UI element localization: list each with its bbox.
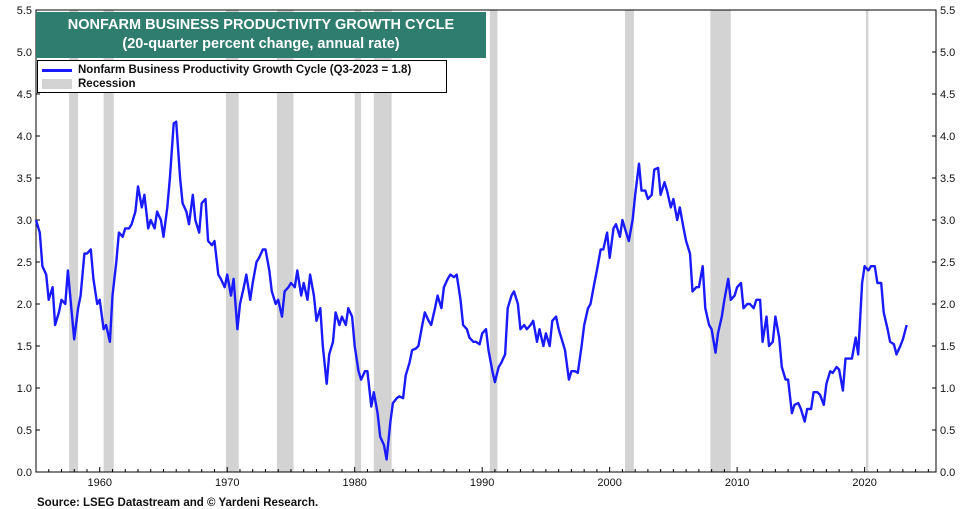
y-tick-label-left: 1.5 [17,341,32,353]
x-tick-label: 1970 [215,477,239,489]
y-tick-label-left: 0.5 [17,425,32,437]
chart-subtitle: (20-quarter percent change, annual rate) [122,36,400,52]
y-tick-label-right: 0.5 [940,425,955,437]
plot-frame [35,9,937,473]
y-tick-label-right: 4.0 [940,131,955,143]
legend-entry-recession: Recession [42,77,136,91]
x-tick-label: 1990 [470,477,494,489]
y-tick-label-left: 0.0 [17,467,32,479]
productivity-series-line [34,120,908,461]
recession-band [276,10,294,472]
y-tick-label-left: 1.0 [17,383,32,395]
recession-band [710,10,731,472]
chart-title: NONFARM BUSINESS PRODUCTIVITY GROWTH CYC… [67,17,455,33]
source-note: Source: LSEG Datastream and © Yardeni Re… [37,497,319,509]
y-tick-label-right: 3.0 [940,215,955,227]
y-tick-label-right: 2.5 [940,257,955,269]
legend-entry-series: Nonfarm Business Productivity Growth Cyc… [42,63,411,77]
series-layer [34,120,908,461]
recession-band [865,10,869,472]
legend-recession-swatch [42,79,72,89]
y-tick-label-right: 5.5 [940,5,955,17]
y-tick-label-left: 5.0 [17,47,32,59]
y-tick-label-left: 2.5 [17,257,32,269]
x-tick-label: 2010 [725,477,749,489]
x-tick-label: 1960 [87,477,111,489]
y-tick-label-left: 4.0 [17,131,32,143]
y-tick-label-left: 3.5 [17,173,32,185]
legend-line-swatch [42,68,72,72]
x-tick-label: 2020 [852,477,876,489]
recession-band [225,10,239,472]
y-tick-label-right: 1.5 [940,341,955,353]
x-tick-label: 2000 [597,477,621,489]
y-tick-label-left: 3.0 [17,215,32,227]
recession-band [373,10,392,472]
legend-recession-label: Recession [78,78,136,90]
recession-band [103,10,114,472]
y-tick-label-right: 0.0 [940,467,955,479]
y-tick-label-left: 4.5 [17,89,32,101]
y-tick-label-left: 2.0 [17,299,32,311]
recession-band [69,10,79,472]
y-tick-label-right: 5.0 [940,47,955,59]
recession-band [489,10,498,472]
y-tick-label-right: 3.5 [940,173,955,185]
y-tick-label-right: 4.5 [940,89,955,101]
y-tick-label-left: 5.5 [17,5,32,17]
x-tick-label: 1980 [342,477,366,489]
y-tick-label-right: 2.0 [940,299,955,311]
y-tick-label-right: 1.0 [940,383,955,395]
legend: Nonfarm Business Productivity Growth Cyc… [37,60,447,93]
chart-title-box: NONFARM BUSINESS PRODUCTIVITY GROWTH CYC… [36,12,486,58]
axis-ticks: 0.0 0.0 0.5 0.5 1.0 1.0 1.5 1.5 2.0 2.0 2.5 2.5 3.0 3… [17,5,956,489]
recession-band [354,10,362,472]
legend-series-label: Nonfarm Business Productivity Growth Cyc… [78,64,412,76]
